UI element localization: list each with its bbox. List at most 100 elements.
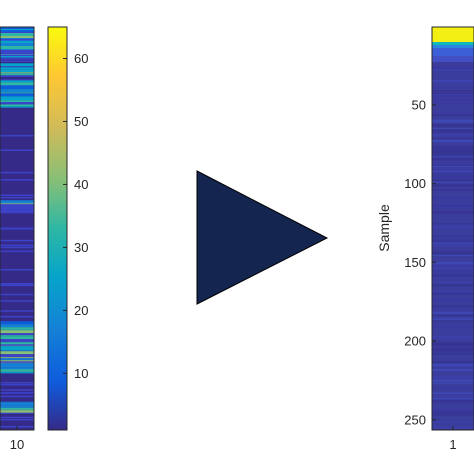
left-heatmap-cell	[0, 369, 34, 372]
right-heatmap-cell	[432, 189, 474, 191]
right-heatmap-cell	[432, 56, 474, 62]
left-heatmap-cell	[0, 73, 34, 76]
right-heatmap-cell	[432, 130, 474, 133]
left-heatmap-cell	[0, 342, 34, 346]
left-heatmap-cell	[0, 211, 34, 214]
left-heatmap-cell	[0, 205, 34, 210]
right-heatmap-cell	[432, 290, 474, 294]
right-heatmap-cell	[432, 226, 474, 229]
right-heatmap-cell	[432, 113, 474, 117]
left-heatmap-cell	[0, 244, 34, 247]
left-heatmap-cell	[0, 38, 34, 41]
left-heatmap-cell	[0, 246, 34, 249]
left-heatmap-cell	[0, 315, 34, 318]
left-heatmap-cell	[0, 336, 34, 340]
left-heatmap-cell	[0, 82, 34, 86]
right-heatmap-cell	[432, 235, 474, 238]
left-heatmap-cell	[0, 419, 34, 421]
right-heatmap-cell	[432, 239, 474, 241]
right-heatmap-cell	[432, 158, 474, 161]
right-heatmap-cell	[432, 169, 474, 171]
right-heatmap-cell	[432, 69, 474, 71]
right-heatmap-cell	[432, 98, 474, 101]
left-heatmap-cell	[0, 179, 34, 181]
right-heatmap-cell	[432, 375, 474, 378]
left-heatmap-cell	[0, 36, 34, 38]
left-heatmap-cell	[0, 209, 34, 213]
right-heatmap-cell	[432, 343, 474, 347]
left-heatmap-cell	[0, 389, 34, 391]
right-heatmap-cell	[432, 261, 474, 265]
right-heatmap-cell	[432, 155, 474, 158]
right-heatmap-cell	[432, 272, 474, 275]
left-heatmap-cell	[0, 50, 34, 54]
left-heatmap-frame	[0, 26, 35, 431]
right-heatmap-cell	[432, 251, 474, 253]
right-heatmap-cell	[432, 111, 474, 114]
right-heatmap-cell	[432, 252, 474, 255]
left-heatmap-cell	[0, 85, 34, 90]
left-heatmap-cell	[0, 46, 34, 49]
left-heatmap-cell	[0, 134, 34, 137]
right-ytick-label: 150	[404, 255, 426, 270]
right-heatmap-cell	[432, 283, 474, 287]
right-heatmap-cell	[432, 48, 474, 56]
left-heatmap-cell	[0, 93, 34, 97]
right-heatmap-cell	[432, 172, 474, 174]
right-heatmap-cell	[432, 281, 474, 285]
right-heatmap-cell	[432, 119, 474, 123]
right-heatmap-cell	[432, 92, 474, 95]
left-heatmap-cell	[0, 196, 34, 199]
left-heatmap-cell	[0, 60, 34, 62]
right-heatmap-cell	[432, 223, 474, 225]
left-heatmap-cell	[0, 102, 34, 104]
right-heatmap-cell	[432, 42, 474, 45]
left-heatmap-cell	[0, 89, 34, 91]
left-heatmap-cell	[0, 321, 34, 325]
right-heatmap-cell	[432, 123, 474, 126]
left-heatmap-cell	[0, 69, 34, 73]
right-heatmap-cell	[432, 129, 474, 131]
right-heatmap-cell	[432, 342, 474, 345]
left-heatmap-cell	[0, 324, 34, 328]
right-heatmap	[432, 27, 474, 430]
right-heatmap-cell	[432, 411, 474, 414]
right-ytick-label: 100	[404, 176, 426, 191]
left-heatmap-cell	[0, 282, 34, 285]
left-heatmap-cell	[0, 90, 34, 93]
left-heatmap-cell	[0, 310, 34, 312]
left-heatmap-cell	[0, 329, 34, 331]
left-heatmap-cell	[0, 382, 34, 384]
right-heatmap-cell	[432, 379, 474, 382]
right-heatmap-cell	[432, 166, 474, 168]
left-heatmap-cell	[0, 358, 34, 360]
left-heatmap-cell	[0, 227, 34, 230]
left-heatmap-cell	[0, 72, 34, 74]
right-heatmap-cell	[432, 124, 474, 127]
right-heatmap-cell	[432, 171, 474, 173]
left-heatmap	[0, 27, 34, 430]
left-heatmap-cell	[0, 361, 34, 363]
colorbar	[47, 26, 68, 431]
left-heatmap-cell	[0, 300, 34, 302]
right-heatmap-cell	[432, 382, 474, 384]
left-heatmap-cell	[0, 363, 34, 368]
left-heatmap-cell	[0, 239, 34, 242]
left-heatmap-cell	[0, 395, 34, 398]
right-heatmap-cell	[432, 128, 474, 130]
right-heatmap-cell	[432, 196, 474, 199]
left-heatmap-cell	[0, 340, 34, 343]
right-heatmap-cell	[432, 392, 474, 395]
left-heatmap-cell	[0, 100, 34, 103]
left-heatmap-cell	[0, 92, 34, 94]
left-heatmap-cell	[0, 357, 34, 359]
right-heatmap-cell	[432, 139, 474, 143]
left-heatmap-cell	[0, 67, 34, 70]
left-heatmap-cell	[0, 250, 34, 253]
left-heatmap-cell	[0, 372, 34, 374]
right-heatmap-cell	[432, 146, 474, 149]
right-heatmap-cell	[432, 181, 474, 183]
right-heatmap-cell	[432, 264, 474, 267]
left-heatmap-cell	[0, 200, 34, 204]
